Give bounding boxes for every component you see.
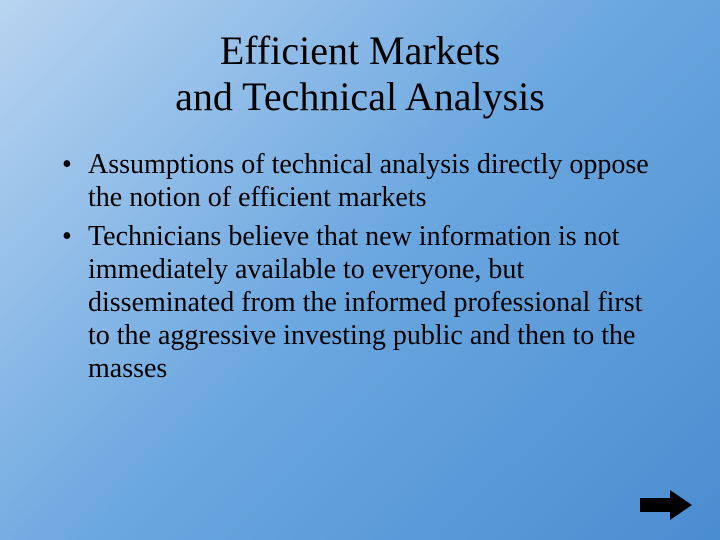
next-slide-button[interactable] xyxy=(640,490,692,520)
slide: Efficient Markets and Technical Analysis… xyxy=(0,0,720,540)
bullet-text: Assumptions of technical analysis direct… xyxy=(88,149,649,213)
slide-title: Efficient Markets and Technical Analysis xyxy=(60,28,660,120)
bullet-list: Assumptions of technical analysis direct… xyxy=(60,148,660,385)
title-line-2: and Technical Analysis xyxy=(175,74,545,119)
list-item: Assumptions of technical analysis direct… xyxy=(60,148,660,214)
list-item: Technicians believe that new information… xyxy=(60,220,660,385)
bullet-text: Technicians believe that new information… xyxy=(88,221,642,384)
arrow-right-icon xyxy=(640,490,692,520)
title-line-1: Efficient Markets xyxy=(220,28,500,73)
